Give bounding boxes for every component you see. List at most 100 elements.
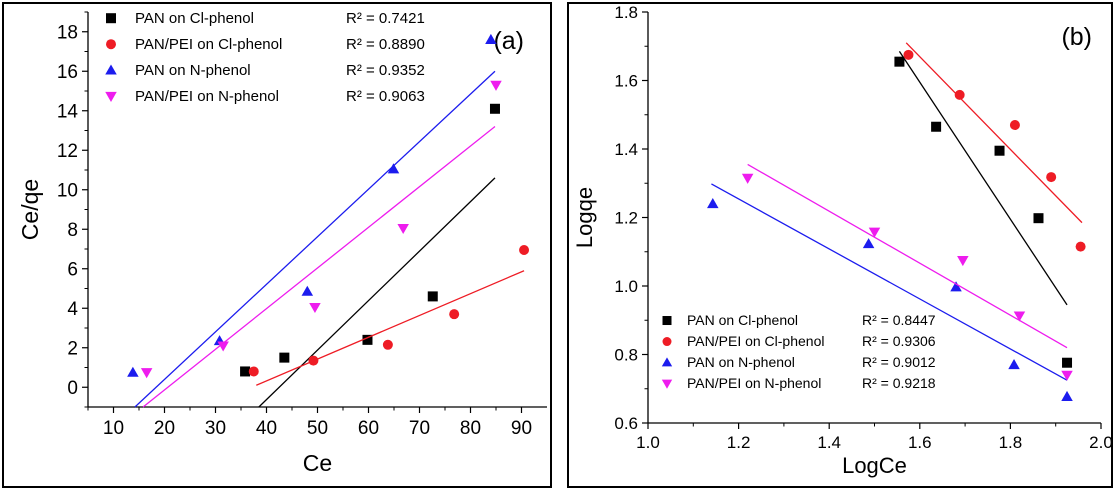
- data-point: [519, 244, 530, 255]
- x-tick-label: 1.0: [636, 433, 660, 452]
- panel-label: (b): [1061, 23, 1092, 51]
- fit-line: [142, 126, 496, 408]
- y-tick-label: 8: [67, 220, 78, 241]
- x-tick-label: 1.4: [817, 433, 841, 452]
- data-point: [449, 309, 460, 320]
- data-point: [301, 285, 314, 296]
- legend-marker: [105, 91, 117, 102]
- panel-frame: [567, 2, 1113, 488]
- x-tick-label: 70: [409, 418, 430, 439]
- data-point: [1061, 390, 1073, 401]
- data-point: [309, 302, 321, 314]
- data-point: [387, 163, 400, 174]
- data-point: [490, 80, 502, 91]
- data-point: [903, 49, 914, 60]
- data-point: [1033, 213, 1044, 224]
- x-tick-label: 10: [103, 418, 124, 439]
- data-point: [1046, 172, 1057, 183]
- data-point: [308, 355, 319, 366]
- data-point: [382, 339, 393, 350]
- legend-r2: R² = 0.9063: [346, 88, 425, 105]
- legend-entry: PAN on N-phenol: [687, 354, 795, 370]
- data-point: [862, 238, 875, 249]
- fit-line: [258, 177, 496, 408]
- x-tick-label: 40: [256, 418, 277, 439]
- data-point: [894, 56, 905, 67]
- x-tick-label: 1.8: [999, 433, 1023, 452]
- y-tick-label: 18: [57, 23, 78, 44]
- y-tick-label: 14: [57, 102, 79, 123]
- x-tick-label: 2.0: [1089, 433, 1113, 452]
- legend-marker: [105, 64, 117, 75]
- data-point: [994, 145, 1005, 156]
- y-tick-label: 0: [67, 378, 78, 399]
- series-2: [903, 42, 1086, 252]
- data-point: [240, 366, 251, 377]
- data-point: [931, 121, 942, 132]
- legend-marker: [106, 39, 116, 50]
- x-tick-label: 1.6: [908, 433, 932, 452]
- data-point: [1061, 370, 1073, 381]
- data-point: [127, 366, 139, 377]
- legend-r2: R² = 0.9218: [862, 375, 936, 391]
- chart-panel-a: 10 20 30 40 50 60 70 80 90 0 2 4 6 8 10 12 14 16 18 Ce Ce/qe…: [2, 2, 552, 488]
- y-tick-label: 1.2: [614, 209, 638, 228]
- data-point: [1008, 359, 1020, 370]
- legend-r2: R² = 0.8890: [346, 36, 425, 53]
- y-axis-label: Ce/qe: [17, 179, 43, 240]
- legend-marker: [662, 316, 672, 326]
- panel-frame: [2, 2, 552, 488]
- data-point: [868, 227, 881, 238]
- series-1: [240, 103, 500, 408]
- x-axis-label: Ce: [303, 450, 332, 476]
- data-point: [707, 198, 719, 209]
- legend-entry: PAN on N-phenol: [135, 62, 251, 79]
- data-point: [279, 352, 290, 363]
- data-point: [950, 281, 962, 292]
- data-point: [427, 291, 438, 302]
- fit-line: [898, 51, 1068, 306]
- x-tick-label: 80: [460, 418, 481, 439]
- chart-panel-b: 1.0 1.2 1.4 1.6 1.8 2.0 0.6 0.8 1.0 1.2 1.4 1.6 1.8 L…: [567, 2, 1113, 488]
- fit-line: [711, 183, 1068, 381]
- y-tick-label: 4: [67, 299, 78, 320]
- y-axis-label: Logqe: [572, 187, 597, 248]
- legend-r2: R² = 0.9306: [862, 333, 936, 349]
- legend-r2: R² = 0.9012: [862, 354, 936, 370]
- legend: PAN on Cl-phenol R² = 0.7421 PAN/PEI on Cl…: [105, 10, 425, 105]
- legend-r2: R² = 0.9352: [346, 62, 425, 79]
- y-tick-label: 2: [67, 339, 78, 360]
- y-tick-label: 1.0: [614, 277, 638, 296]
- x-tick-label: 20: [154, 418, 175, 439]
- legend: PAN on Cl-phenol R² = 0.8447 PAN/PEI on Cl…: [661, 312, 936, 391]
- data-point: [954, 89, 965, 100]
- legend-entry: PAN/PEI on N-phenol: [687, 375, 821, 391]
- series-3: [127, 33, 497, 408]
- y-tick-label: 12: [57, 141, 78, 162]
- x-tick-label: 60: [358, 418, 379, 439]
- data-point: [1062, 357, 1073, 368]
- fit-line: [256, 270, 525, 386]
- data-point: [485, 33, 497, 44]
- data-point: [397, 223, 409, 235]
- data-point: [140, 368, 153, 379]
- legend-entry: PAN on Cl-phenol: [687, 312, 798, 328]
- x-tick-label: 30: [205, 418, 226, 439]
- y-tick-label: 16: [57, 62, 78, 83]
- series-4: [140, 80, 502, 408]
- data-point: [217, 341, 229, 352]
- legend-entry: PAN/PEI on N-phenol: [135, 88, 279, 105]
- series-3: [707, 183, 1073, 401]
- x-tick-label: 90: [511, 418, 532, 439]
- x-tick-label: 1.2: [727, 433, 751, 452]
- y-tick-label: 6: [67, 260, 78, 281]
- legend-entry: PAN/PEI on Cl-phenol: [687, 333, 824, 349]
- data-point: [1075, 241, 1086, 252]
- y-tick-label: 10: [57, 181, 78, 202]
- fit-line: [747, 163, 1068, 349]
- legend-r2: R² = 0.7421: [346, 10, 425, 27]
- legend-marker: [661, 357, 673, 367]
- data-point: [1009, 120, 1020, 131]
- legend-marker: [662, 337, 672, 347]
